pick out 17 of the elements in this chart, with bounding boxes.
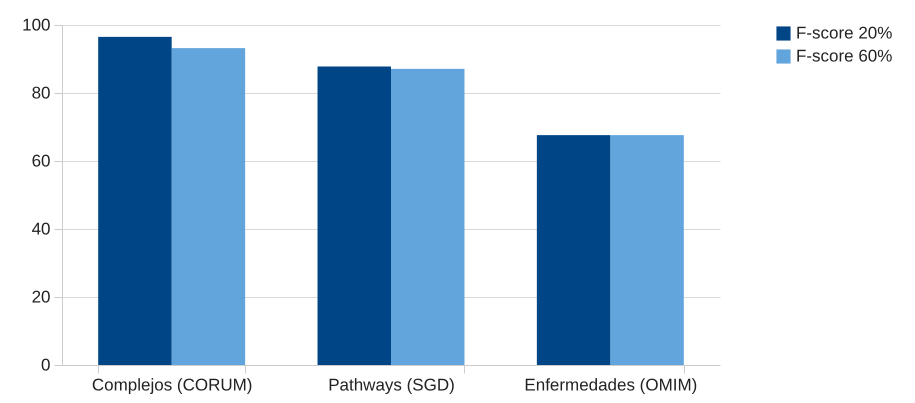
legend-label: F-score 60%: [796, 46, 892, 66]
bar: [610, 135, 684, 365]
y-tick-label: 40: [32, 220, 50, 238]
y-tick-label: 60: [32, 152, 50, 170]
y-tick-label: 80: [32, 84, 50, 102]
bar: [536, 135, 610, 365]
y-tick-label: 0: [41, 356, 50, 374]
bar: [98, 36, 172, 365]
x-tick-label: Pathways (SGD): [328, 376, 455, 394]
x-tick-label: Complejos (CORUM): [92, 376, 252, 394]
x-tick-label: Enfermedades (OMIM): [524, 376, 698, 394]
bar: [172, 48, 246, 365]
legend-label: F-score 20%: [796, 24, 892, 42]
bar: [318, 66, 391, 365]
y-tick-label: 20: [32, 288, 50, 306]
y-tick-label: 100: [22, 16, 50, 34]
bar: [391, 68, 464, 365]
